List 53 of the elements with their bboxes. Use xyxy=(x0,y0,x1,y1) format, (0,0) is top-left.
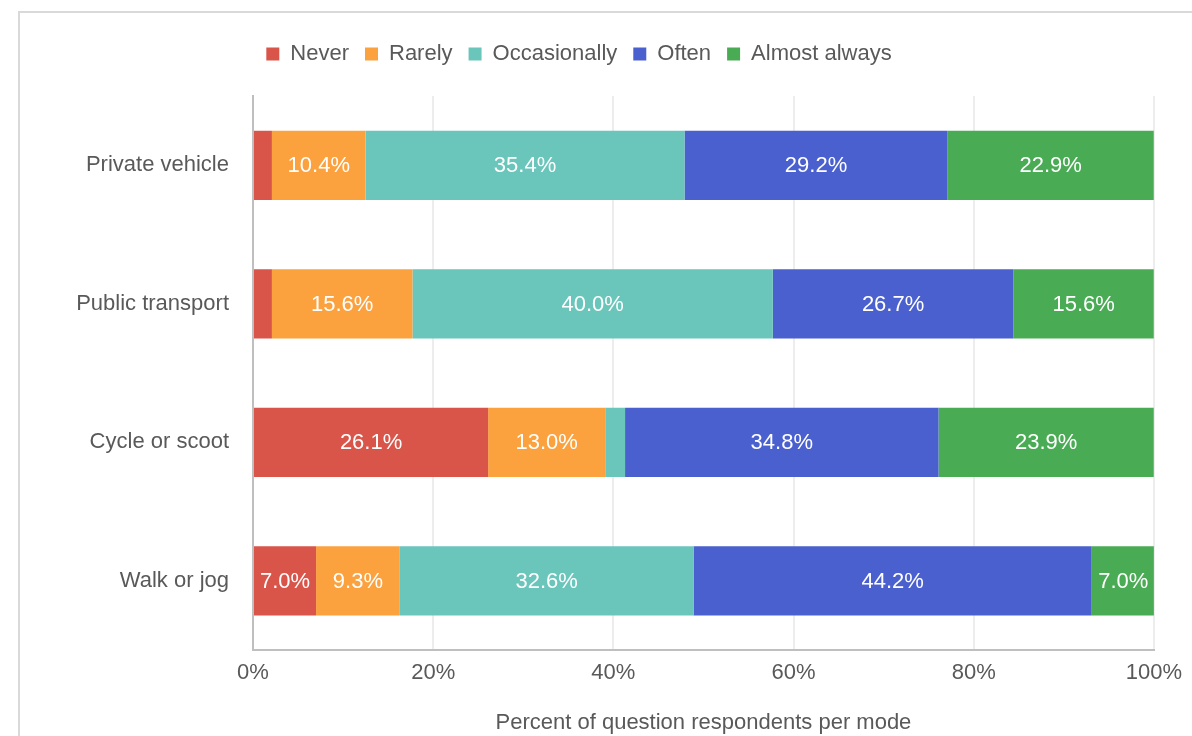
data-label: 9.3% xyxy=(332,567,384,593)
x-tick-label: 20% xyxy=(411,659,456,685)
bar xyxy=(772,269,1014,339)
legend-label: Never xyxy=(290,40,349,66)
data-label: 44.2% xyxy=(861,567,924,593)
legend-label: Often xyxy=(657,40,712,66)
bar xyxy=(693,546,1092,616)
x-tick-label: 0% xyxy=(237,659,269,685)
bar xyxy=(254,269,272,339)
y-tick-label: Private vehicle xyxy=(85,151,229,177)
bar xyxy=(254,407,489,477)
data-label: 40.0% xyxy=(561,290,624,316)
bar xyxy=(271,269,413,339)
bar xyxy=(399,546,694,616)
data-label: 26.1% xyxy=(339,429,403,455)
data-label: 15.6% xyxy=(1052,290,1115,316)
legend-label: Rarely xyxy=(389,40,453,66)
y-tick-label: Public transport xyxy=(76,289,229,315)
bar xyxy=(625,407,939,477)
legend-label: Occasionally xyxy=(492,40,618,66)
data-label: 15.6% xyxy=(310,290,374,316)
bar xyxy=(947,130,1154,200)
data-label: 35.4% xyxy=(493,152,557,178)
x-tick-label: 100% xyxy=(1125,659,1183,685)
data-label: 26.7% xyxy=(861,290,925,316)
bar xyxy=(1013,269,1154,339)
bar xyxy=(254,130,272,200)
x-axis-title: Percent of question respondents per mode xyxy=(495,708,912,734)
bar xyxy=(488,407,606,477)
bar xyxy=(605,407,626,477)
data-label: 29.2% xyxy=(784,152,848,178)
bar xyxy=(684,130,948,200)
data-label: 13.0% xyxy=(515,429,578,455)
bar xyxy=(365,130,685,200)
bar xyxy=(254,546,317,616)
data-label: 7.0% xyxy=(259,567,311,593)
y-tick-label: Cycle or scoot xyxy=(89,428,229,454)
data-label: 7.0% xyxy=(1098,567,1149,593)
bar xyxy=(271,130,366,200)
bar xyxy=(412,269,773,339)
legend-label: Almost always xyxy=(751,40,892,66)
y-tick-label: Walk or jog xyxy=(119,566,229,592)
data-label: 23.9% xyxy=(1015,429,1078,455)
data-label: 32.6% xyxy=(515,567,578,593)
x-tick-label: 60% xyxy=(771,659,816,685)
bar xyxy=(316,546,400,616)
x-tick-label: 80% xyxy=(951,659,996,685)
data-label: 22.9% xyxy=(1019,152,1082,178)
bar xyxy=(1091,546,1154,616)
data-label: 34.8% xyxy=(750,429,813,455)
data-label: 10.4% xyxy=(287,152,350,178)
bar xyxy=(938,407,1154,477)
x-tick-label: 40% xyxy=(591,659,636,685)
